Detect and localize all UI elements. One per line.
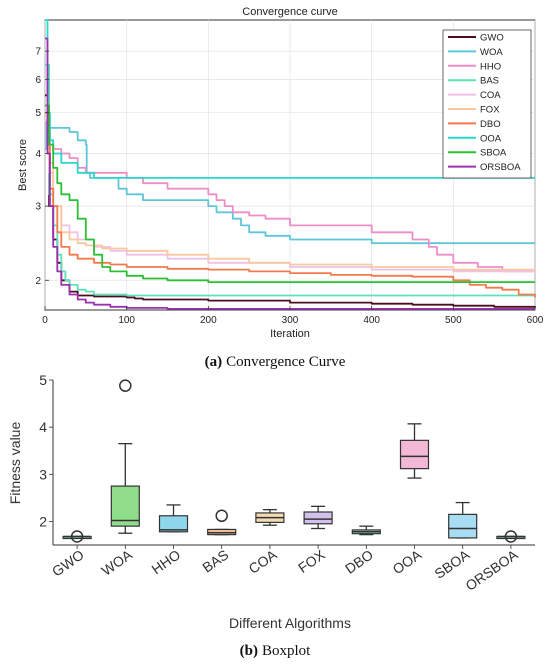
x-tick-label: 100 — [118, 315, 135, 326]
legend-label-ooa: OOA — [480, 133, 502, 144]
chart-b-ylabel: Fitness value — [7, 422, 23, 505]
caption-a-text: Convergence Curve — [226, 354, 346, 370]
box-gwo — [62, 530, 92, 543]
legend-box — [442, 29, 532, 179]
legend-label-coa: COA — [480, 90, 501, 101]
x-tick-label: 500 — [445, 315, 462, 326]
chart-a-legend: GWO WOA HHO BAS COA FOX DBO OOA SBOA ORSBOA — [442, 29, 532, 179]
x-tick-label-coa: COA — [246, 546, 281, 577]
x-tick-label-gwo: GWO — [49, 546, 87, 579]
y-tick-label: 4 — [35, 149, 41, 160]
chart-a-xlabel: Iteration — [270, 328, 310, 340]
y-tick-label: 5 — [39, 372, 47, 388]
outlier-point — [215, 509, 228, 523]
x-tick-label-fox: FOX — [295, 546, 328, 576]
x-tick-label-dbo: DBO — [342, 546, 376, 577]
series-line-hho — [45, 123, 535, 273]
y-tick-label: 6 — [35, 75, 41, 86]
box-coa — [255, 508, 285, 526]
caption-a-letter: (a) — [205, 354, 223, 370]
series-line-woa — [45, 119, 535, 245]
x-tick-label-bas: BAS — [199, 546, 231, 575]
box-woa — [110, 379, 140, 534]
box-sboa — [448, 501, 478, 539]
box-ooa — [399, 423, 430, 479]
series-line-bas — [45, 63, 535, 297]
x-tick-label: 300 — [282, 315, 299, 326]
caption-a: (a) Convergence Curve — [205, 354, 346, 370]
box-body — [303, 511, 333, 525]
legend-label-fox: FOX — [480, 105, 500, 116]
box-body — [158, 515, 189, 533]
box-dbo — [351, 525, 381, 536]
box-orsboa — [496, 530, 526, 543]
chart-a-ylabel: Best score — [17, 139, 29, 191]
box-body — [110, 485, 140, 527]
caption-b-letter: (b) — [240, 643, 258, 659]
caption-b: (b) Boxplot — [240, 643, 312, 659]
y-tick-label: 2 — [35, 276, 41, 287]
legend-label-orsboa: ORSBOA — [480, 162, 521, 173]
series-line-dbo — [45, 111, 536, 298]
convergence-chart: Convergence curve 0 100 200 300 400 500 600 2 3… — [17, 6, 544, 340]
chart-b-y-ticks: 2 3 4 5 — [39, 372, 53, 529]
series-line-fox — [45, 115, 536, 272]
y-tick-label: 3 — [35, 202, 41, 213]
y-tick-label: 4 — [39, 419, 47, 435]
chart-b-xlabel: Different Algorithms — [229, 615, 351, 631]
y-tick-label: 5 — [35, 108, 41, 119]
y-tick-label: 2 — [39, 513, 47, 529]
y-tick-label: 3 — [39, 466, 47, 482]
x-tick-label: 600 — [527, 315, 544, 326]
y-tick-label: 7 — [35, 47, 41, 58]
x-tick-label-woa: WOA — [98, 546, 135, 579]
legend-label-sboa: SBOA — [480, 148, 507, 159]
outlier-point — [70, 530, 84, 543]
x-tick-label: 400 — [363, 315, 380, 326]
chart-a-y-ticks: 2 3 4 5 6 7 — [35, 47, 49, 287]
x-tick-label-orsboa: ORSBOA — [462, 546, 521, 594]
x-tick-label: 0 — [42, 315, 48, 326]
legend-label-gwo: GWO — [480, 33, 504, 44]
chart-a-series — [45, 19, 536, 310]
chart-b-boxes — [62, 379, 526, 543]
box-body — [448, 513, 478, 539]
chart-a-x-ticks: 0 100 200 300 400 500 600 — [42, 306, 544, 326]
x-tick-label-ooa: OOA — [390, 546, 425, 577]
series-line-orsboa — [45, 37, 535, 310]
outlier-point — [504, 530, 518, 543]
box-fox — [303, 505, 333, 530]
x-tick-label-sboa: SBOA — [431, 546, 473, 582]
series-line-sboa — [45, 104, 535, 283]
box-body — [399, 439, 430, 470]
chart-a-title: Convergence curve — [242, 6, 337, 18]
box-hho — [158, 504, 189, 533]
legend-label-dbo: DBO — [480, 119, 501, 130]
legend-label-hho: HHO — [480, 61, 501, 72]
legend-label-woa: WOA — [480, 47, 503, 58]
legend-label-bas: BAS — [480, 76, 499, 87]
outlier-point — [119, 379, 132, 392]
caption-b-text: Boxplot — [262, 643, 311, 659]
box-bas — [207, 509, 237, 536]
x-tick-label-hho: HHO — [149, 546, 184, 577]
x-tick-label: 200 — [200, 315, 217, 326]
